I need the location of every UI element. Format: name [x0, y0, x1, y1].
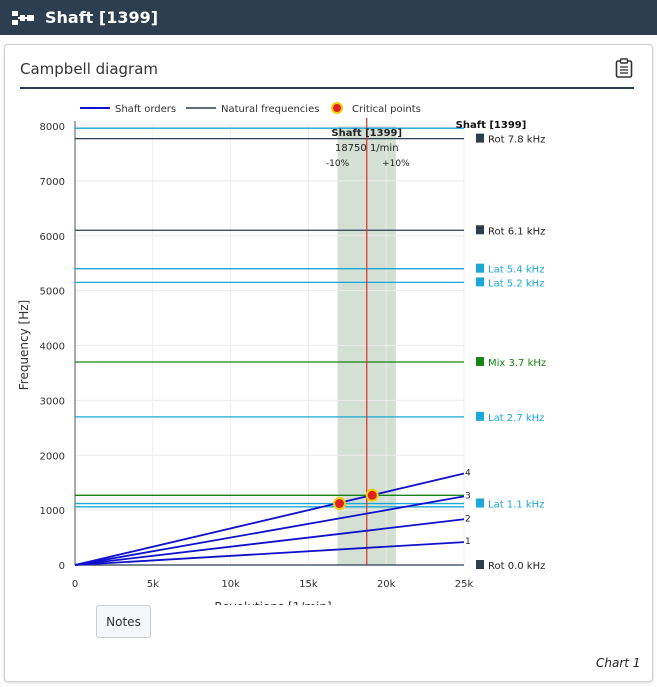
- natural-frequency-label: Lat 1.1 kHz: [488, 500, 544, 511]
- shaft-order-label: 3: [465, 491, 471, 501]
- x-tick-label: 0: [72, 579, 78, 590]
- band-low-label: -10%: [326, 159, 350, 169]
- y-tick-label: 5000: [40, 287, 65, 298]
- natural-frequency-label: Lat 5.4 kHz: [488, 265, 544, 276]
- legend-label: Critical points: [352, 104, 421, 115]
- natural-frequency-swatch: [476, 411, 484, 421]
- card-divider: [20, 87, 634, 89]
- natural-frequency-swatch: [476, 133, 484, 143]
- shaft-order-label: 2: [465, 514, 471, 524]
- y-tick-label: 0: [59, 561, 65, 572]
- campbell-chart: 0 5k 10k 15k 20k 25k 0 1000 2000 3000 4000 5000 6000…: [17, 102, 546, 605]
- shaft-order-label: 1: [465, 537, 471, 547]
- shaft-order-label: 4: [465, 469, 471, 479]
- operating-point-title: Shaft [1399]: [331, 128, 402, 139]
- chart-title: Shaft [1399]: [456, 120, 527, 131]
- natural-frequency-swatch: [476, 498, 484, 508]
- natural-frequency-swatch: [476, 263, 484, 273]
- x-tick-label: 25k: [455, 579, 474, 590]
- y-tick-label: 7000: [40, 177, 65, 188]
- y-axis-label: Frequency [Hz]: [17, 300, 31, 391]
- critical-point-marker: [365, 488, 379, 502]
- natural-frequency-label: Lat 5.2 kHz: [488, 278, 544, 289]
- natural-frequency-swatch: [476, 277, 484, 287]
- x-tick-label: 5k: [147, 579, 159, 590]
- operating-speed-label: 18750 1/min: [335, 143, 399, 154]
- critical-point-marker: [333, 497, 347, 511]
- x-tick-label: 10k: [221, 579, 240, 590]
- natural-frequency-label: Mix 3.7 kHz: [488, 358, 546, 369]
- y-tick-label: 1000: [40, 506, 65, 517]
- notes-button[interactable]: Notes: [96, 605, 151, 638]
- legend-swatch: [331, 102, 343, 114]
- window-titlebar: Shaft [1399]: [0, 0, 657, 35]
- natural-frequency-swatch: [476, 560, 484, 569]
- campbell-card: Campbell diagram 0 5k 10k 15k 20k 25k 0 1000 200…: [4, 44, 653, 682]
- natural-frequency-label: Rot 6.1 kHz: [488, 226, 545, 237]
- shaft-order-line: [74, 518, 465, 566]
- y-tick-label: 2000: [40, 451, 65, 462]
- shaft-order-line: [74, 541, 465, 566]
- chart-caption: Chart 1: [596, 656, 641, 670]
- y-tick-label: 3000: [40, 396, 65, 407]
- shaft-icon: [12, 10, 34, 25]
- shaft-order-line: [74, 472, 465, 566]
- shaft-order-line: [74, 495, 465, 566]
- legend-label: Natural frequencies: [221, 104, 319, 115]
- y-tick-label: 4000: [40, 342, 65, 353]
- x-tick-label: 15k: [299, 579, 318, 590]
- natural-frequency-swatch: [476, 356, 484, 366]
- natural-frequency-label: Rot 0.0 kHz: [488, 561, 545, 572]
- y-tick-label: 8000: [40, 122, 65, 133]
- clipboard-icon[interactable]: [615, 58, 633, 78]
- natural-frequency-label: Rot 7.8 kHz: [488, 135, 545, 146]
- y-tick-label: 6000: [40, 232, 65, 243]
- x-tick-label: 20k: [377, 579, 396, 590]
- legend-label: Shaft orders: [115, 104, 176, 115]
- natural-frequency-swatch: [476, 225, 484, 235]
- natural-frequency-label: Lat 2.7 kHz: [488, 413, 544, 424]
- x-axis-label: Revolutions [1/min]: [214, 600, 331, 605]
- card-title: Campbell diagram: [20, 60, 159, 78]
- window-title: Shaft [1399]: [45, 8, 159, 27]
- band-high-label: +10%: [382, 159, 410, 169]
